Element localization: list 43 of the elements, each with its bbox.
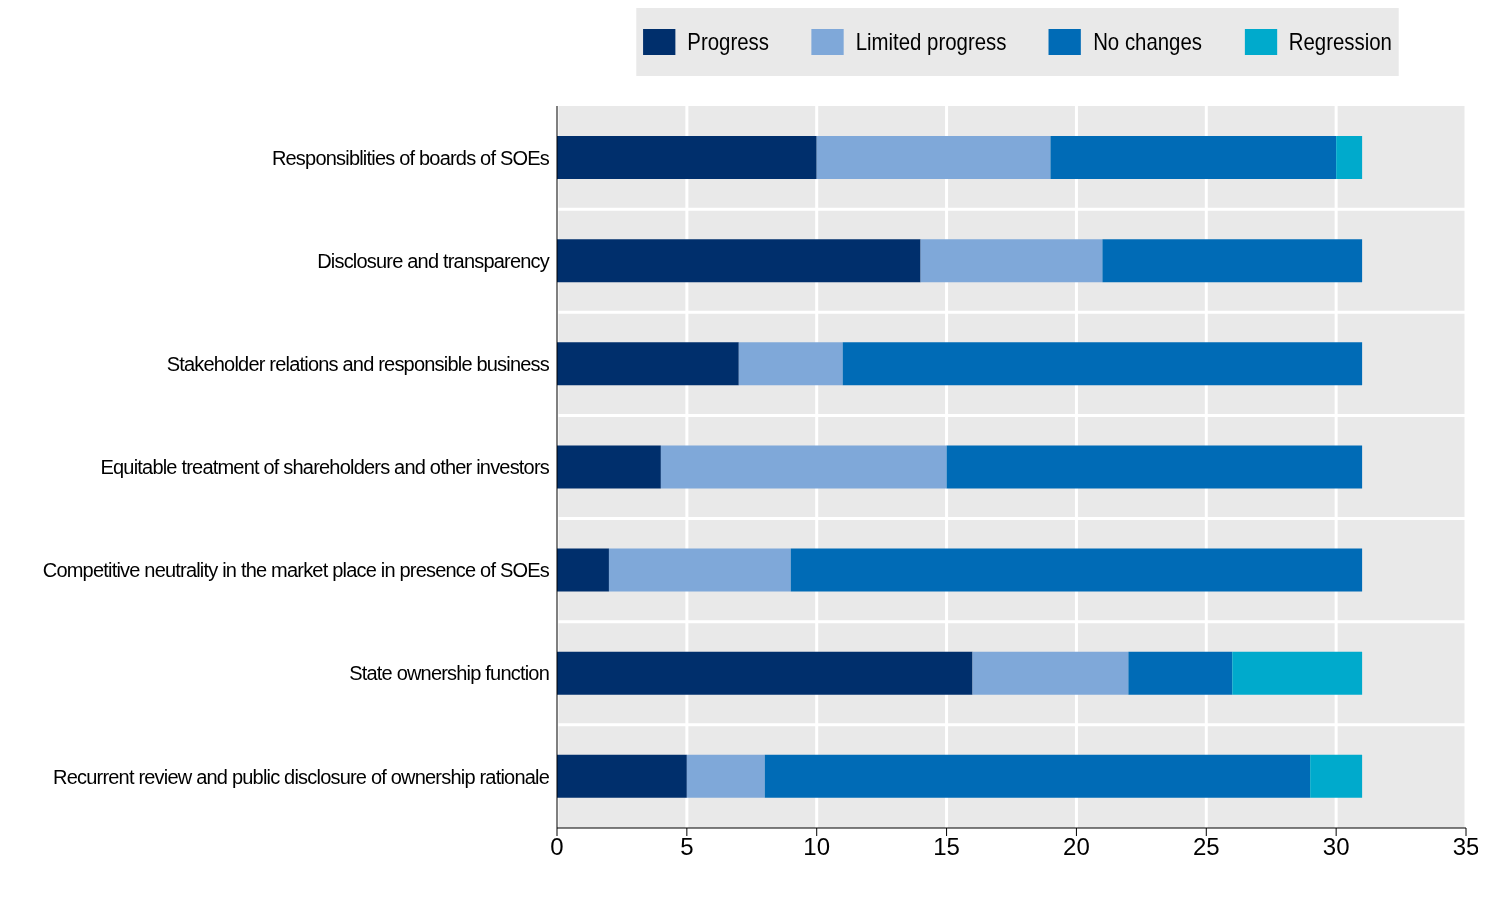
- x-tick-label: 25: [1192, 833, 1220, 861]
- y-tick-label: Competitive neutrality in the market place in presence of SOEs: [42, 559, 550, 582]
- x-tick-label: 10: [803, 833, 831, 861]
- bar: [557, 136, 817, 179]
- bar: [557, 754, 687, 798]
- x-tick-label: 30: [1322, 833, 1350, 861]
- y-tick-label: Recurrent review and public disclosure of ownership rationale: [53, 765, 550, 788]
- legend-label: No changes: [1093, 28, 1203, 56]
- bar: [1128, 651, 1233, 695]
- y-tick-label: Stakeholder relations and responsible business: [166, 352, 550, 375]
- bar: [764, 754, 1311, 798]
- legend-label: Limited progress: [855, 28, 1007, 56]
- bar: [557, 239, 921, 283]
- bar: [946, 445, 1363, 489]
- x-tick-label: 15: [933, 833, 960, 861]
- bar: [1232, 651, 1363, 695]
- y-tick-label: Responsiblities of boards of SOEs: [271, 146, 550, 169]
- x-tick-label: 35: [1452, 833, 1480, 861]
- bar: [660, 445, 947, 489]
- x-tick-label: 20: [1063, 833, 1090, 861]
- bar: [557, 651, 973, 695]
- y-tick-label: Disclosure and transparency: [317, 249, 550, 272]
- bar: [686, 754, 765, 798]
- bar: [920, 239, 1103, 283]
- bar: [816, 136, 1051, 179]
- bar: [790, 548, 1363, 592]
- bar: [1336, 136, 1363, 179]
- bar: [1050, 136, 1337, 179]
- y-tick-label: State ownership function: [349, 662, 549, 685]
- bar: [1310, 754, 1363, 798]
- bar: [608, 548, 791, 592]
- y-tick-label: Equitable treatment of shareholders and other investors: [100, 456, 550, 479]
- x-tick-label: 0: [550, 833, 564, 861]
- bar: [738, 342, 843, 386]
- bar: [557, 445, 661, 489]
- bar: [557, 548, 609, 592]
- bar: [972, 651, 1129, 695]
- bar: [557, 342, 739, 386]
- legend-label: Regression: [1288, 28, 1392, 56]
- x-tick-label: 5: [680, 833, 694, 861]
- bar: [1102, 239, 1363, 283]
- legend-label: Progress: [687, 28, 769, 56]
- bar: [842, 342, 1363, 386]
